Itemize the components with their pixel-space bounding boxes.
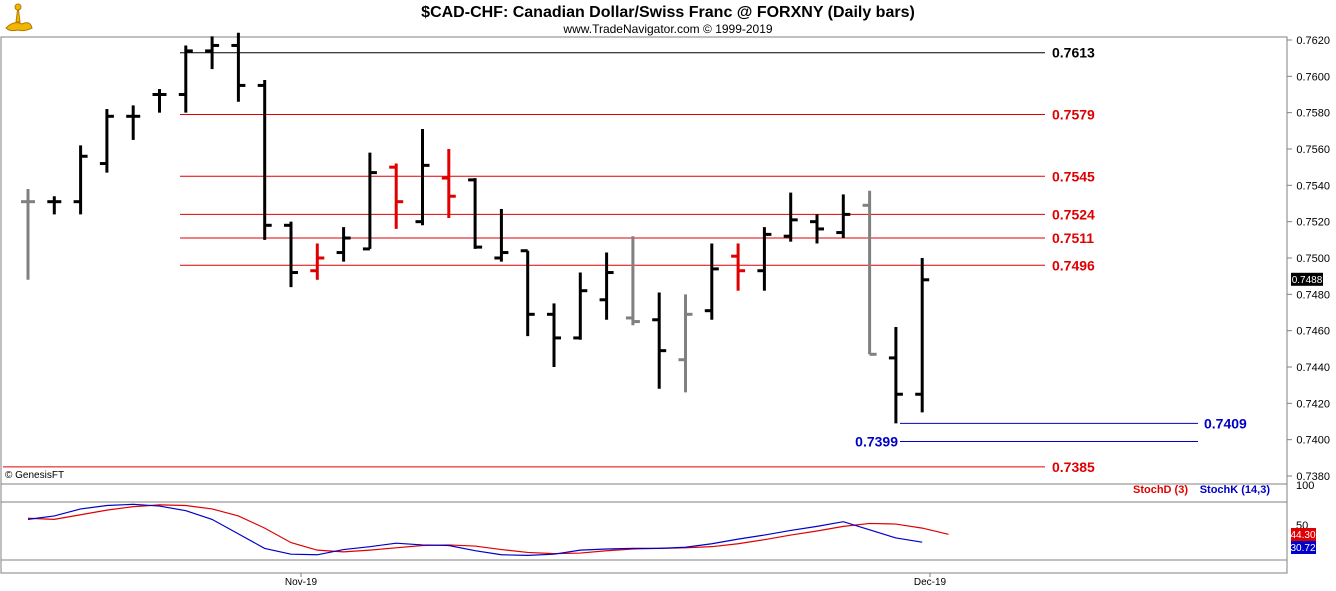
ohlc-bar [810, 214, 824, 244]
ohlc-bar [362, 152, 377, 251]
price-level-label: 0.7496 [1052, 257, 1095, 273]
x-axis: Nov-19 Dec-19 [285, 573, 947, 588]
ohlc-bar [336, 227, 351, 262]
logo-icon [5, 3, 33, 32]
price-level-label: 0.7385 [1052, 459, 1095, 475]
ohlc-bar [47, 196, 62, 215]
ohlc-bar [205, 36, 220, 70]
stochk-last-label: 30.72 [1290, 543, 1315, 554]
price-levels [3, 52, 1198, 468]
ohlc-bar [21, 188, 35, 280]
price-level-label: 0.7511 [1052, 230, 1094, 246]
ohlc-bar [152, 89, 167, 113]
ohlc-bar [99, 109, 114, 173]
price-axis-label: 0.7400 [1296, 435, 1330, 447]
ohlc-bar [310, 243, 325, 280]
ohlc-bar [625, 236, 640, 326]
price-level-label: 0.7579 [1052, 106, 1095, 122]
ohlc-bar [731, 243, 746, 291]
ohlc-bar [257, 79, 272, 240]
ohlc-bar [231, 32, 246, 102]
ohlc-bar [783, 192, 798, 242]
chart-subtitle: www.TradeNavigator.com © 1999-2019 [562, 22, 772, 36]
stochd-last-label: 44.30 [1290, 530, 1315, 541]
price-axis-label: 0.7520 [1296, 217, 1330, 229]
price-axis-label: 0.7620 [1296, 35, 1330, 47]
stochd-value-tag: 44.30 [1290, 528, 1316, 541]
ohlc-bar [652, 292, 667, 389]
x-axis-label: Nov-19 [285, 577, 318, 588]
stochk-line [27, 503, 923, 556]
price-axis-label: 0.7580 [1296, 108, 1330, 120]
x-axis-label: Dec-19 [914, 577, 947, 588]
ohlc-bar [888, 327, 903, 424]
ohlc-bar [757, 227, 772, 291]
price-level-label: 0.7409 [1204, 415, 1247, 431]
chart-title: $CAD-CHF: Canadian Dollar/Swiss Franc @ … [421, 4, 915, 21]
ohlc-bar [73, 145, 88, 215]
stoch-grid [1, 501, 1287, 561]
last-price-label: 0.7488 [1292, 275, 1323, 286]
price-axis-label: 0.7600 [1296, 71, 1330, 83]
price-axis-label: 0.7460 [1296, 326, 1330, 338]
stoch-lines [27, 503, 949, 556]
price-axis-label: 0.7380 [1296, 471, 1330, 483]
level-labels: 0.7613 0.7579 0.7545 0.7524 0.7511 0.7496 0.73… [855, 45, 1247, 475]
price-axis: 0.7620 0.7600 0.7580 0.7560 0.7540 0.7520 0.75… [1287, 35, 1330, 483]
price-axis-label: 0.7420 [1296, 398, 1330, 410]
price-level-label: 0.7545 [1052, 168, 1095, 184]
price-axis-label: 0.7560 [1296, 144, 1330, 156]
price-axis-label: 0.7480 [1296, 289, 1330, 301]
price-level-label: 0.7613 [1052, 45, 1095, 61]
ohlc-bar [468, 178, 483, 249]
stochd-line [27, 504, 949, 555]
price-level-label: 0.7399 [855, 433, 898, 449]
ohlc-bar [520, 249, 535, 337]
ohlc-bar [599, 252, 614, 320]
stochd-legend: StochD (3) [1133, 484, 1188, 496]
copyright-tag: © GenesisFT [5, 470, 64, 481]
ohlc-bar [704, 243, 719, 320]
stochk-value-tag: 30.72 [1290, 541, 1316, 554]
ohlc-bar [284, 221, 298, 288]
price-bars [21, 32, 930, 424]
price-axis-label: 0.7500 [1296, 253, 1330, 265]
ohlc-bar [836, 194, 851, 239]
ohlc-bar [441, 149, 456, 219]
ohlc-bar [678, 294, 693, 393]
ohlc-bar [547, 303, 561, 367]
ohlc-bar [494, 208, 509, 262]
ohlc-bar [415, 129, 430, 226]
last-price-tag: 0.7488 [1291, 272, 1323, 286]
price-axis-label: 0.7440 [1296, 362, 1330, 374]
ohlc-bar [178, 45, 193, 113]
price-axis-label: 0.7540 [1296, 180, 1330, 192]
ohlc-bar [915, 258, 930, 413]
price-level-label: 0.7524 [1052, 206, 1095, 222]
ohlc-bar [862, 190, 877, 356]
ohlc-bar [389, 163, 404, 229]
stoch-axis-label: 100 [1296, 480, 1314, 492]
ohlc-bar [126, 105, 141, 140]
stochk-legend: StochK (14,3) [1200, 484, 1271, 496]
ohlc-bar [573, 272, 588, 340]
